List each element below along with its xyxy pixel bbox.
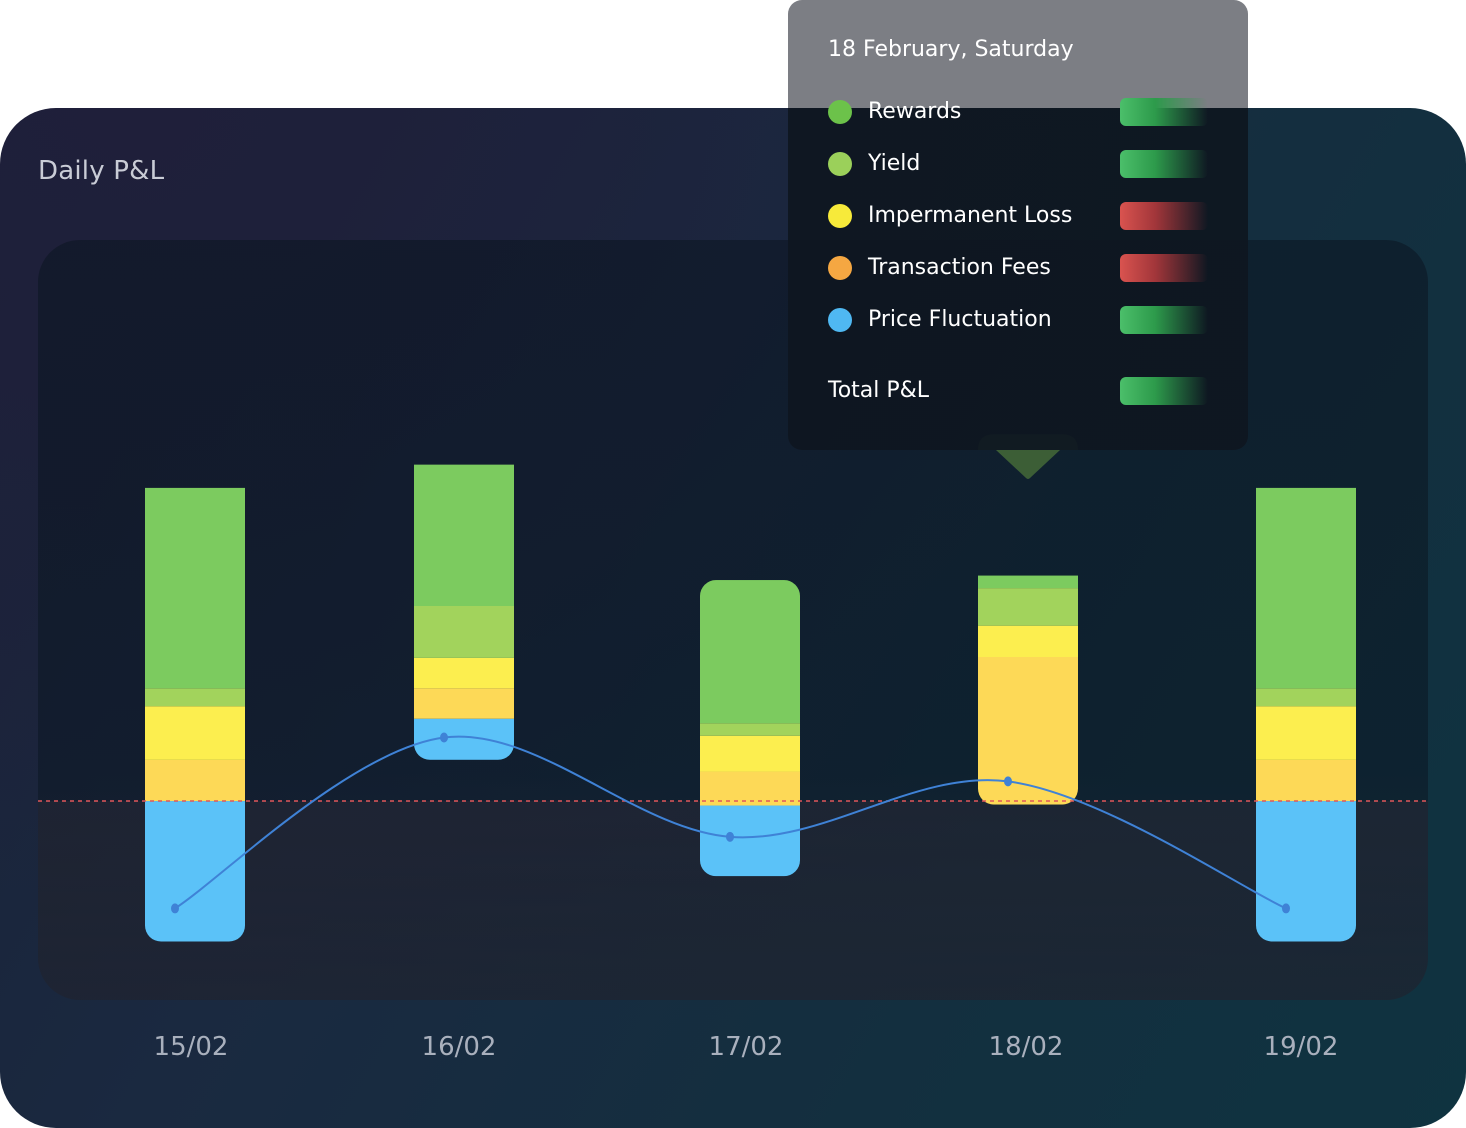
x-tick-label: 17/02 <box>708 1032 784 1062</box>
stacked-bar-5[interactable] <box>1256 487 1356 942</box>
transaction-fees-dot-icon <box>828 256 852 280</box>
tooltip-row-rewards: Rewards <box>828 97 1208 127</box>
bar-segment-transaction-fees <box>145 759 245 802</box>
bar-segment-transaction-fees <box>700 771 800 806</box>
line-point-2[interactable] <box>440 732 448 743</box>
tooltip-total-label: Total P&L <box>828 378 930 403</box>
stacked-bar-2[interactable] <box>414 464 514 760</box>
price-fluctuation-dot-icon <box>828 308 852 332</box>
x-tick-label: 16/02 <box>421 1032 497 1062</box>
rewards-dot-icon <box>828 100 852 124</box>
bar-segment-impermanent-loss <box>700 735 800 772</box>
bar-segment-impermanent-loss <box>978 625 1078 657</box>
tooltip-row-yield: Yield <box>828 149 1208 179</box>
price-fluctuation-value-pill <box>1120 306 1208 334</box>
bar-segment-price-fluctuation <box>414 718 514 760</box>
tooltip-label: Rewards <box>868 99 962 124</box>
tooltip-label: Transaction Fees <box>868 255 1051 280</box>
total-pnl-value-pill <box>1120 377 1208 405</box>
tooltip-label: Impermanent Loss <box>868 203 1073 228</box>
day-tooltip: 18 February, Saturday Rewards Yield Impe… <box>788 0 1248 450</box>
tooltip-label: Yield <box>868 151 921 176</box>
bar-segment-transaction-fees <box>414 688 514 719</box>
bar-segment-rewards <box>978 575 1078 589</box>
bar-chart <box>38 434 1428 942</box>
stacked-bar-1[interactable] <box>145 487 245 942</box>
tooltip-label: Price Fluctuation <box>868 307 1052 332</box>
yield-dot-icon <box>828 152 852 176</box>
line-point-4[interactable] <box>1004 776 1012 787</box>
bar-segment-impermanent-loss <box>145 706 245 760</box>
x-tick-label: 18/02 <box>988 1032 1064 1062</box>
bar-segment-yield <box>1256 688 1356 707</box>
stacked-bar-3[interactable] <box>700 580 800 877</box>
tooltip-row-price-fluctuation: Price Fluctuation <box>828 305 1208 335</box>
rewards-value-pill <box>1120 98 1208 126</box>
bar-segment-yield <box>700 723 800 736</box>
bar-segment-yield <box>978 588 1078 626</box>
bar-segment-transaction-fees <box>1256 759 1356 802</box>
line-point-3[interactable] <box>726 831 734 842</box>
bar-segment-rewards <box>145 487 245 689</box>
line-point-1[interactable] <box>171 903 179 914</box>
bar-segment-yield <box>145 688 245 707</box>
plot-area <box>38 240 1428 1000</box>
transaction-fees-value-pill <box>1120 254 1208 282</box>
yield-value-pill <box>1120 150 1208 178</box>
line-point-5[interactable] <box>1282 903 1290 914</box>
tooltip-row-impermanent-loss: Impermanent Loss <box>828 201 1208 231</box>
impermanent-loss-value-pill <box>1120 202 1208 230</box>
bar-segment-rewards <box>700 580 800 724</box>
bar-segment-price-fluctuation <box>145 801 245 942</box>
bar-segment-rewards <box>414 464 514 606</box>
card-title: Daily P&L <box>38 156 165 186</box>
x-tick-label: 15/02 <box>153 1032 229 1062</box>
bar-segment-price-fluctuation <box>700 805 800 877</box>
stacked-bar-4[interactable] <box>978 575 1078 805</box>
tooltip-date: 18 February, Saturday <box>828 37 1074 62</box>
bar-segment-impermanent-loss <box>1256 706 1356 760</box>
bar-segment-transaction-fees <box>978 657 1078 805</box>
bar-segment-price-fluctuation <box>1256 801 1356 942</box>
bar-segment-yield <box>414 606 514 658</box>
bar-segment-impermanent-loss <box>414 657 514 689</box>
tooltip-row-transaction-fees: Transaction Fees <box>828 253 1208 283</box>
x-tick-label: 19/02 <box>1263 1032 1339 1062</box>
bar-segment-rewards <box>1256 487 1356 689</box>
impermanent-loss-dot-icon <box>828 204 852 228</box>
